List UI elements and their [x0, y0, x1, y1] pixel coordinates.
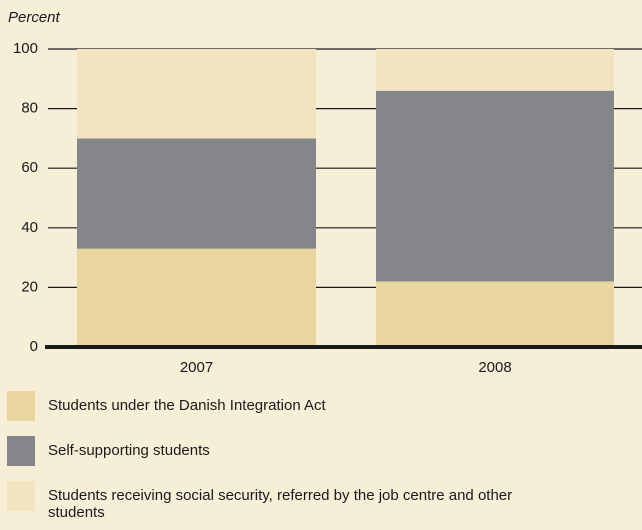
- legend-item: Students under the Danish Integration Ac…: [7, 391, 326, 421]
- y-tick-label: 20: [21, 278, 38, 295]
- y-axis-label: Percent: [8, 9, 61, 26]
- y-tick-label: 100: [13, 40, 38, 57]
- legend-label: Students under the Danish Integration Ac…: [48, 397, 326, 414]
- bar-segment: [376, 281, 614, 347]
- legend-item: Self-supporting students: [7, 436, 210, 466]
- legend-swatch: [7, 481, 35, 511]
- legend-item: Students receiving social security, refe…: [7, 481, 568, 521]
- y-tick-label: 80: [21, 100, 38, 117]
- legend-swatch: [7, 391, 35, 421]
- legend-label: Self-supporting students: [48, 442, 210, 459]
- bar-segment: [77, 49, 316, 139]
- bar-segment: [376, 90, 614, 282]
- y-tick-label: 60: [21, 159, 38, 176]
- legend-swatch: [7, 436, 35, 466]
- x-tick-label: 2007: [180, 359, 213, 376]
- legend-label: Students receiving social security, refe…: [48, 487, 513, 521]
- bar-segment: [376, 49, 614, 91]
- bar-segment: [77, 248, 316, 347]
- chart: Percent 0 20 40 60 80 100 2007 2008: [8, 9, 642, 376]
- y-tick-label: 0: [30, 338, 38, 355]
- bar-segment: [77, 138, 316, 249]
- x-tick-label: 2008: [478, 359, 511, 376]
- y-tick-label: 40: [21, 219, 38, 236]
